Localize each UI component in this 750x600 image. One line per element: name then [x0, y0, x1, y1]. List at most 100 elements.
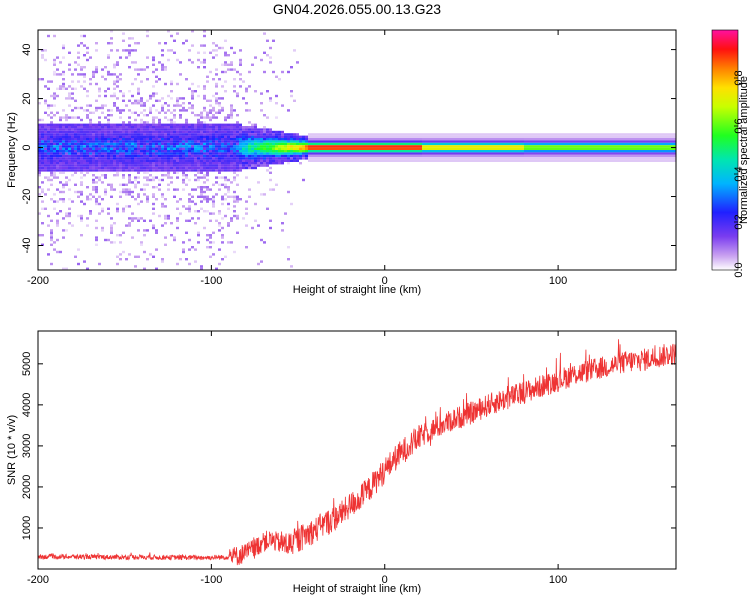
spectrogram-cell — [68, 94, 71, 98]
spectrogram-cell — [257, 133, 260, 136]
spectrogram-cell — [104, 116, 107, 119]
spectrogram-cell — [323, 150, 326, 153]
spectrogram-cell — [422, 150, 425, 153]
spectrogram-cell — [260, 157, 263, 160]
spectrogram-cell — [383, 142, 386, 146]
spectrogram-cell — [227, 130, 230, 134]
spectrogram-cell — [110, 42, 113, 45]
spectrogram-cell — [674, 142, 676, 146]
spectrogram-cell — [107, 73, 110, 76]
spectrogram-cell — [458, 142, 461, 146]
spectrogram-cell — [245, 102, 248, 105]
spectrogram-cell — [116, 234, 119, 237]
spectrogram-cell — [422, 145, 425, 148]
spectrogram-cell — [506, 145, 509, 148]
spectrogram-cell — [386, 159, 389, 162]
spectrogram-cell — [260, 162, 263, 165]
spectrogram-cell — [524, 147, 527, 150]
spectrogram-cell — [212, 157, 215, 160]
spectrogram-cell — [203, 130, 206, 134]
spectrogram-cell — [140, 243, 143, 246]
spectrogram-cell — [143, 152, 146, 155]
spectrogram-cell — [179, 162, 182, 165]
spectrogram-cell — [146, 169, 149, 172]
spectrogram-cell — [200, 152, 203, 155]
spectrogram-cell — [53, 145, 56, 148]
spectrogram-cell — [221, 63, 224, 66]
spectrogram-cell — [530, 154, 533, 158]
spectrogram-cell — [560, 135, 563, 138]
spectrogram-cell — [161, 193, 164, 196]
spectrogram-cell — [74, 138, 77, 141]
spectrogram-cell — [215, 49, 218, 52]
spectrogram-cell — [590, 135, 593, 138]
spectrogram-cell — [470, 159, 473, 162]
spectrogram-cell — [434, 138, 437, 141]
spectrogram-cell — [575, 157, 578, 160]
spectrogram-cell — [170, 169, 173, 172]
spectrogram-cell — [137, 128, 140, 131]
spectrogram-cell — [80, 118, 83, 122]
spectrogram-cell — [341, 150, 344, 153]
spectrogram-cell — [482, 142, 485, 146]
spectrogram-cell — [545, 150, 548, 153]
spectrogram-cell — [671, 154, 674, 158]
spectrogram-cell — [137, 145, 140, 148]
spectrogram-cell — [89, 145, 92, 148]
spectrogram-cell — [131, 181, 134, 184]
spectrogram-cell — [62, 73, 65, 76]
spectrogram-cell — [107, 135, 110, 138]
spectrogram-cell — [518, 138, 521, 141]
spectrogram-cell — [671, 145, 674, 148]
spectrogram-cell — [95, 66, 98, 69]
spectrogram-cell — [632, 133, 635, 136]
spectrogram-cell — [503, 138, 506, 141]
spectrogram-cell — [476, 150, 479, 153]
spectrogram-cell — [512, 133, 515, 136]
spectrogram-cell — [182, 159, 185, 162]
spectrogram-cell — [266, 140, 269, 143]
spectrogram-cell — [170, 97, 173, 100]
spectrogram-cell — [233, 166, 236, 170]
spectrogram-cell — [224, 145, 227, 148]
spectrogram-cell — [170, 154, 173, 158]
spectrogram-cell — [311, 152, 314, 155]
spectrogram-cell — [50, 178, 53, 182]
spectrogram-cell — [83, 159, 86, 162]
spectrogram-cell — [548, 138, 551, 141]
spectrogram-cell — [242, 157, 245, 160]
spectrogram-cell — [59, 157, 62, 160]
spectrogram-cell — [212, 116, 215, 119]
spectrogram-cell — [131, 82, 134, 86]
spectrogram-cell — [407, 133, 410, 136]
spectrogram-cell — [674, 147, 676, 150]
spectrogram-cell — [47, 123, 50, 126]
spectrogram-cell — [185, 174, 188, 177]
spectrogram-cell — [47, 104, 50, 107]
spectrogram-cell — [662, 135, 665, 138]
spectrogram-cell — [521, 145, 524, 148]
spectrogram-cell — [62, 217, 65, 220]
spectrogram-cell — [200, 164, 203, 167]
spectrogram-cell — [182, 181, 185, 184]
spectrogram-cell — [653, 157, 656, 160]
spectrogram-cell — [347, 145, 350, 148]
spectrogram-cell — [212, 231, 215, 234]
spectrogram-cell — [302, 135, 305, 138]
spectrogram-cell — [518, 145, 521, 148]
spectrogram-cell — [59, 61, 62, 64]
spectrogram-cell — [572, 159, 575, 162]
spectrogram-cell — [227, 166, 230, 170]
spectrogram-cell — [110, 229, 113, 232]
spectrogram-cell — [527, 142, 530, 146]
spectrogram-cell — [38, 152, 41, 155]
spectrogram-cell — [233, 128, 236, 131]
spectrogram-cell — [356, 152, 359, 155]
spectrogram-cell — [293, 147, 296, 150]
spectrogram-cell — [62, 154, 65, 158]
spectrogram-cell — [308, 152, 311, 155]
spectrogram-cell — [380, 154, 383, 158]
spectrogram-cell — [119, 128, 122, 131]
spectrogram-cell — [98, 154, 101, 158]
spectrogram-cell — [65, 150, 68, 153]
